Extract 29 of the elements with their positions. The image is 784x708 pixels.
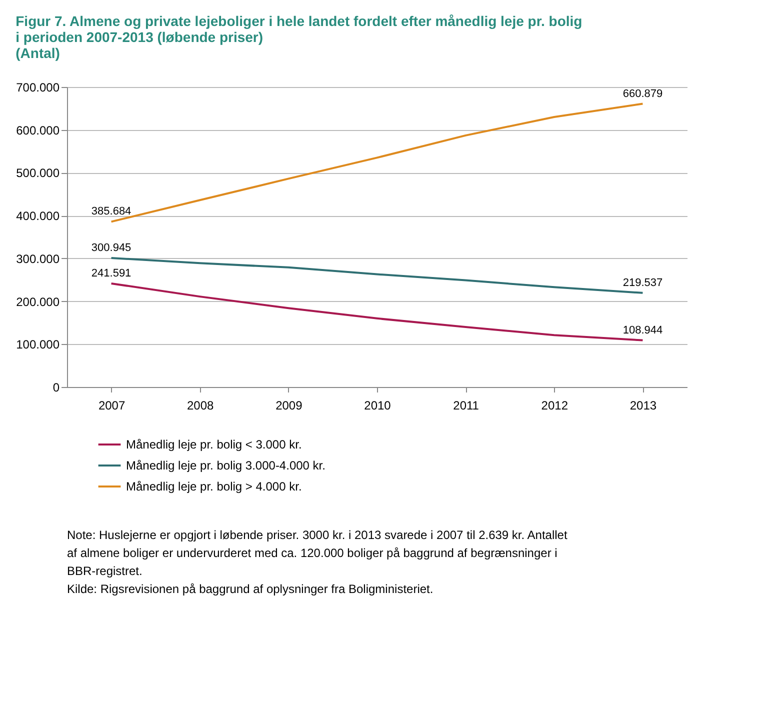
x-tick-label: 2009 [276,398,303,412]
data-label: 108.944 [622,324,663,336]
data-label: 219.537 [622,276,663,289]
x-tick-label: 2013 [630,398,657,412]
y-tick-label: 300.000 [16,252,60,266]
y-tick-label: 500.000 [16,166,60,180]
legend-label: Månedlig leje pr. bolig 3.000-4.000 kr. [126,458,326,472]
text: Kilde: Rigsrevisionen på baggrund af oplysninger fra Boligministeriet. [67,582,434,596]
y-tick-label: 700.000 [16,80,60,94]
data-label: 660.879 [622,88,663,100]
text: Note: Huslejerne er opgjort i løbende priser. 3000 kr. i 2013 svarede i 2007 til 2.639 kr. Antallet af almene boliger er undervurderet med ca. 120.000 boliger på baggrund af begrænsninger i BBR-registret. [67,528,568,578]
x-tick-label: 2010 [364,398,392,412]
text: (Antal) [16,45,60,61]
x-tick-label: 2007 [98,398,126,412]
x-tick-label: 2012 [541,398,568,412]
text: Figur 7. Almene og private lejeboliger i hele landet fordelt efter månedlig leje pr. bolig [16,13,582,29]
y-tick-label: 200.000 [16,294,60,309]
legend-label: Månedlig leje pr. bolig < 3.000 kr. [126,438,302,452]
y-tick-label: 0 [52,380,60,394]
y-tick-label: 400.000 [16,209,60,224]
x-tick-label: 2011 [453,398,480,412]
data-label: 241.591 [91,267,132,280]
x-tick-label: 2008 [187,398,214,412]
text: i perioden 2007-2013 (løbende priser) [16,29,264,45]
y-tick-label: 100.000 [16,338,60,352]
legend-label: Månedlig leje pr. bolig > 4.000 kr. [126,480,302,494]
data-label: 300.945 [91,242,132,254]
y-tick-label: 600.000 [16,123,60,138]
data-label: 385.684 [91,206,132,218]
